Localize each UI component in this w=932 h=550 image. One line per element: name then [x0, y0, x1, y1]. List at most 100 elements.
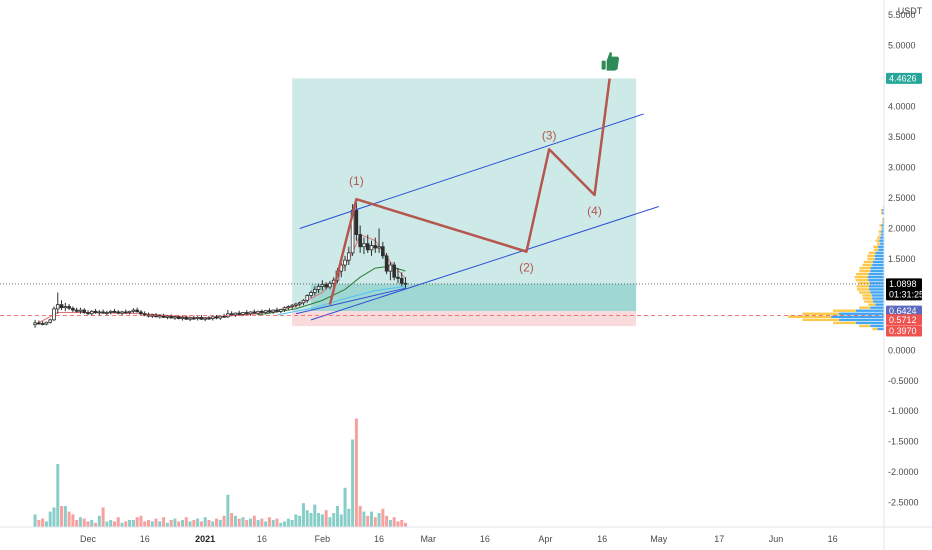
- time-tick-label: Jun: [769, 534, 784, 544]
- volume-bar: [128, 520, 131, 527]
- profile-bar-down: [864, 300, 873, 302]
- volume-bar: [45, 521, 48, 527]
- profile-bar-down: [788, 316, 831, 318]
- volume-bar: [302, 503, 305, 527]
- volume-bar: [94, 523, 97, 527]
- time-tick-label: Feb: [315, 534, 331, 544]
- profile-bar-up: [831, 316, 884, 318]
- volume-bar: [219, 520, 222, 527]
- candle-body: [75, 310, 78, 311]
- profile-bar-down: [867, 255, 875, 257]
- candle-body: [313, 289, 316, 292]
- volume-bar: [370, 512, 373, 527]
- profile-bar-up: [870, 325, 884, 327]
- volume-bar: [34, 514, 37, 527]
- profile-bar-up: [875, 303, 884, 305]
- price-tick-label: -1.0000: [888, 406, 919, 416]
- volume-bar: [79, 517, 82, 527]
- profile-bar-up: [870, 291, 884, 293]
- candle-body: [264, 311, 267, 313]
- candle-body: [355, 210, 358, 234]
- price-tick-label: 4.0000: [888, 102, 916, 112]
- candle-body: [83, 310, 86, 312]
- volume-bar: [287, 519, 290, 527]
- volume-bar: [362, 512, 365, 527]
- profile-bar-down: [864, 261, 873, 263]
- candle-body: [234, 313, 237, 315]
- candle-body: [219, 316, 222, 318]
- volume-bar: [181, 520, 184, 527]
- price-tick-label: 3.5000: [888, 132, 916, 142]
- candle-body: [295, 304, 298, 305]
- candle-body: [189, 318, 192, 319]
- volume-bar: [136, 517, 139, 527]
- candle-body: [132, 310, 135, 311]
- profile-bar-down: [879, 230, 881, 232]
- time-tick-label: Apr: [538, 534, 552, 544]
- candle-body: [223, 316, 226, 317]
- profile-bar-down: [859, 267, 870, 269]
- candle-body: [106, 313, 109, 314]
- volume-bar: [238, 519, 241, 527]
- candle-body: [325, 285, 328, 287]
- profile-bar-down: [856, 279, 869, 281]
- volume-bar: [340, 514, 343, 527]
- candle-body: [56, 305, 59, 309]
- candle-body: [174, 317, 177, 318]
- candle-body: [181, 317, 184, 318]
- volume-bar: [249, 519, 252, 527]
- candle-body: [109, 311, 112, 312]
- volume-bar: [253, 516, 256, 527]
- volume-bar: [366, 516, 369, 527]
- time-tick-label: Mar: [420, 534, 436, 544]
- candle-body: [317, 286, 320, 289]
- volume-bar: [294, 514, 297, 527]
- candle-body: [245, 313, 248, 314]
- profile-bar-down: [857, 285, 869, 287]
- volume-bar: [105, 521, 108, 527]
- candle-body: [359, 235, 362, 247]
- candle-body: [64, 306, 67, 307]
- wave-label: (3): [542, 128, 557, 142]
- candle-body: [170, 316, 173, 318]
- profile-bar-down: [881, 227, 882, 229]
- volume-bar: [230, 513, 233, 527]
- profile-bar-down: [856, 273, 869, 275]
- candle-body: [381, 247, 384, 256]
- candle-body: [151, 315, 154, 316]
- profile-bar-up: [872, 294, 884, 296]
- current-price-tag-label: 1.0898: [889, 279, 917, 289]
- volume-bar: [215, 519, 218, 527]
- candle-body: [366, 244, 369, 250]
- candle-body: [204, 318, 207, 319]
- candle-body: [68, 306, 71, 308]
- candle-body: [378, 247, 381, 248]
- profile-bar-down: [859, 306, 870, 308]
- candle-body: [283, 308, 286, 310]
- price-tick-label: 2.0000: [888, 223, 916, 233]
- volume-bar: [298, 516, 301, 527]
- candle-body: [291, 305, 294, 306]
- candle-body: [374, 246, 377, 248]
- volume-bar: [291, 520, 294, 527]
- volume-bar: [87, 521, 90, 527]
- profile-bar-up: [875, 258, 884, 260]
- candle-body: [185, 317, 188, 319]
- stop-price-tag-label: 0.5712: [889, 315, 917, 325]
- target-price-tag-label: 4.4626: [889, 73, 917, 83]
- volume-bar: [260, 519, 263, 527]
- volume-bar: [374, 517, 377, 527]
- volume-bar: [102, 507, 105, 527]
- price-tick-label: 0.0000: [888, 345, 916, 355]
- profile-bar-up: [872, 297, 884, 299]
- candle-body: [140, 312, 143, 314]
- volume-bar: [400, 520, 403, 527]
- volume-bar: [393, 517, 396, 527]
- candle-body: [385, 256, 388, 271]
- profile-bar-down: [867, 258, 874, 260]
- candle-body: [242, 313, 245, 315]
- candle-body: [177, 317, 180, 319]
- volume-bar: [325, 510, 328, 527]
- profile-bar-down: [802, 313, 839, 315]
